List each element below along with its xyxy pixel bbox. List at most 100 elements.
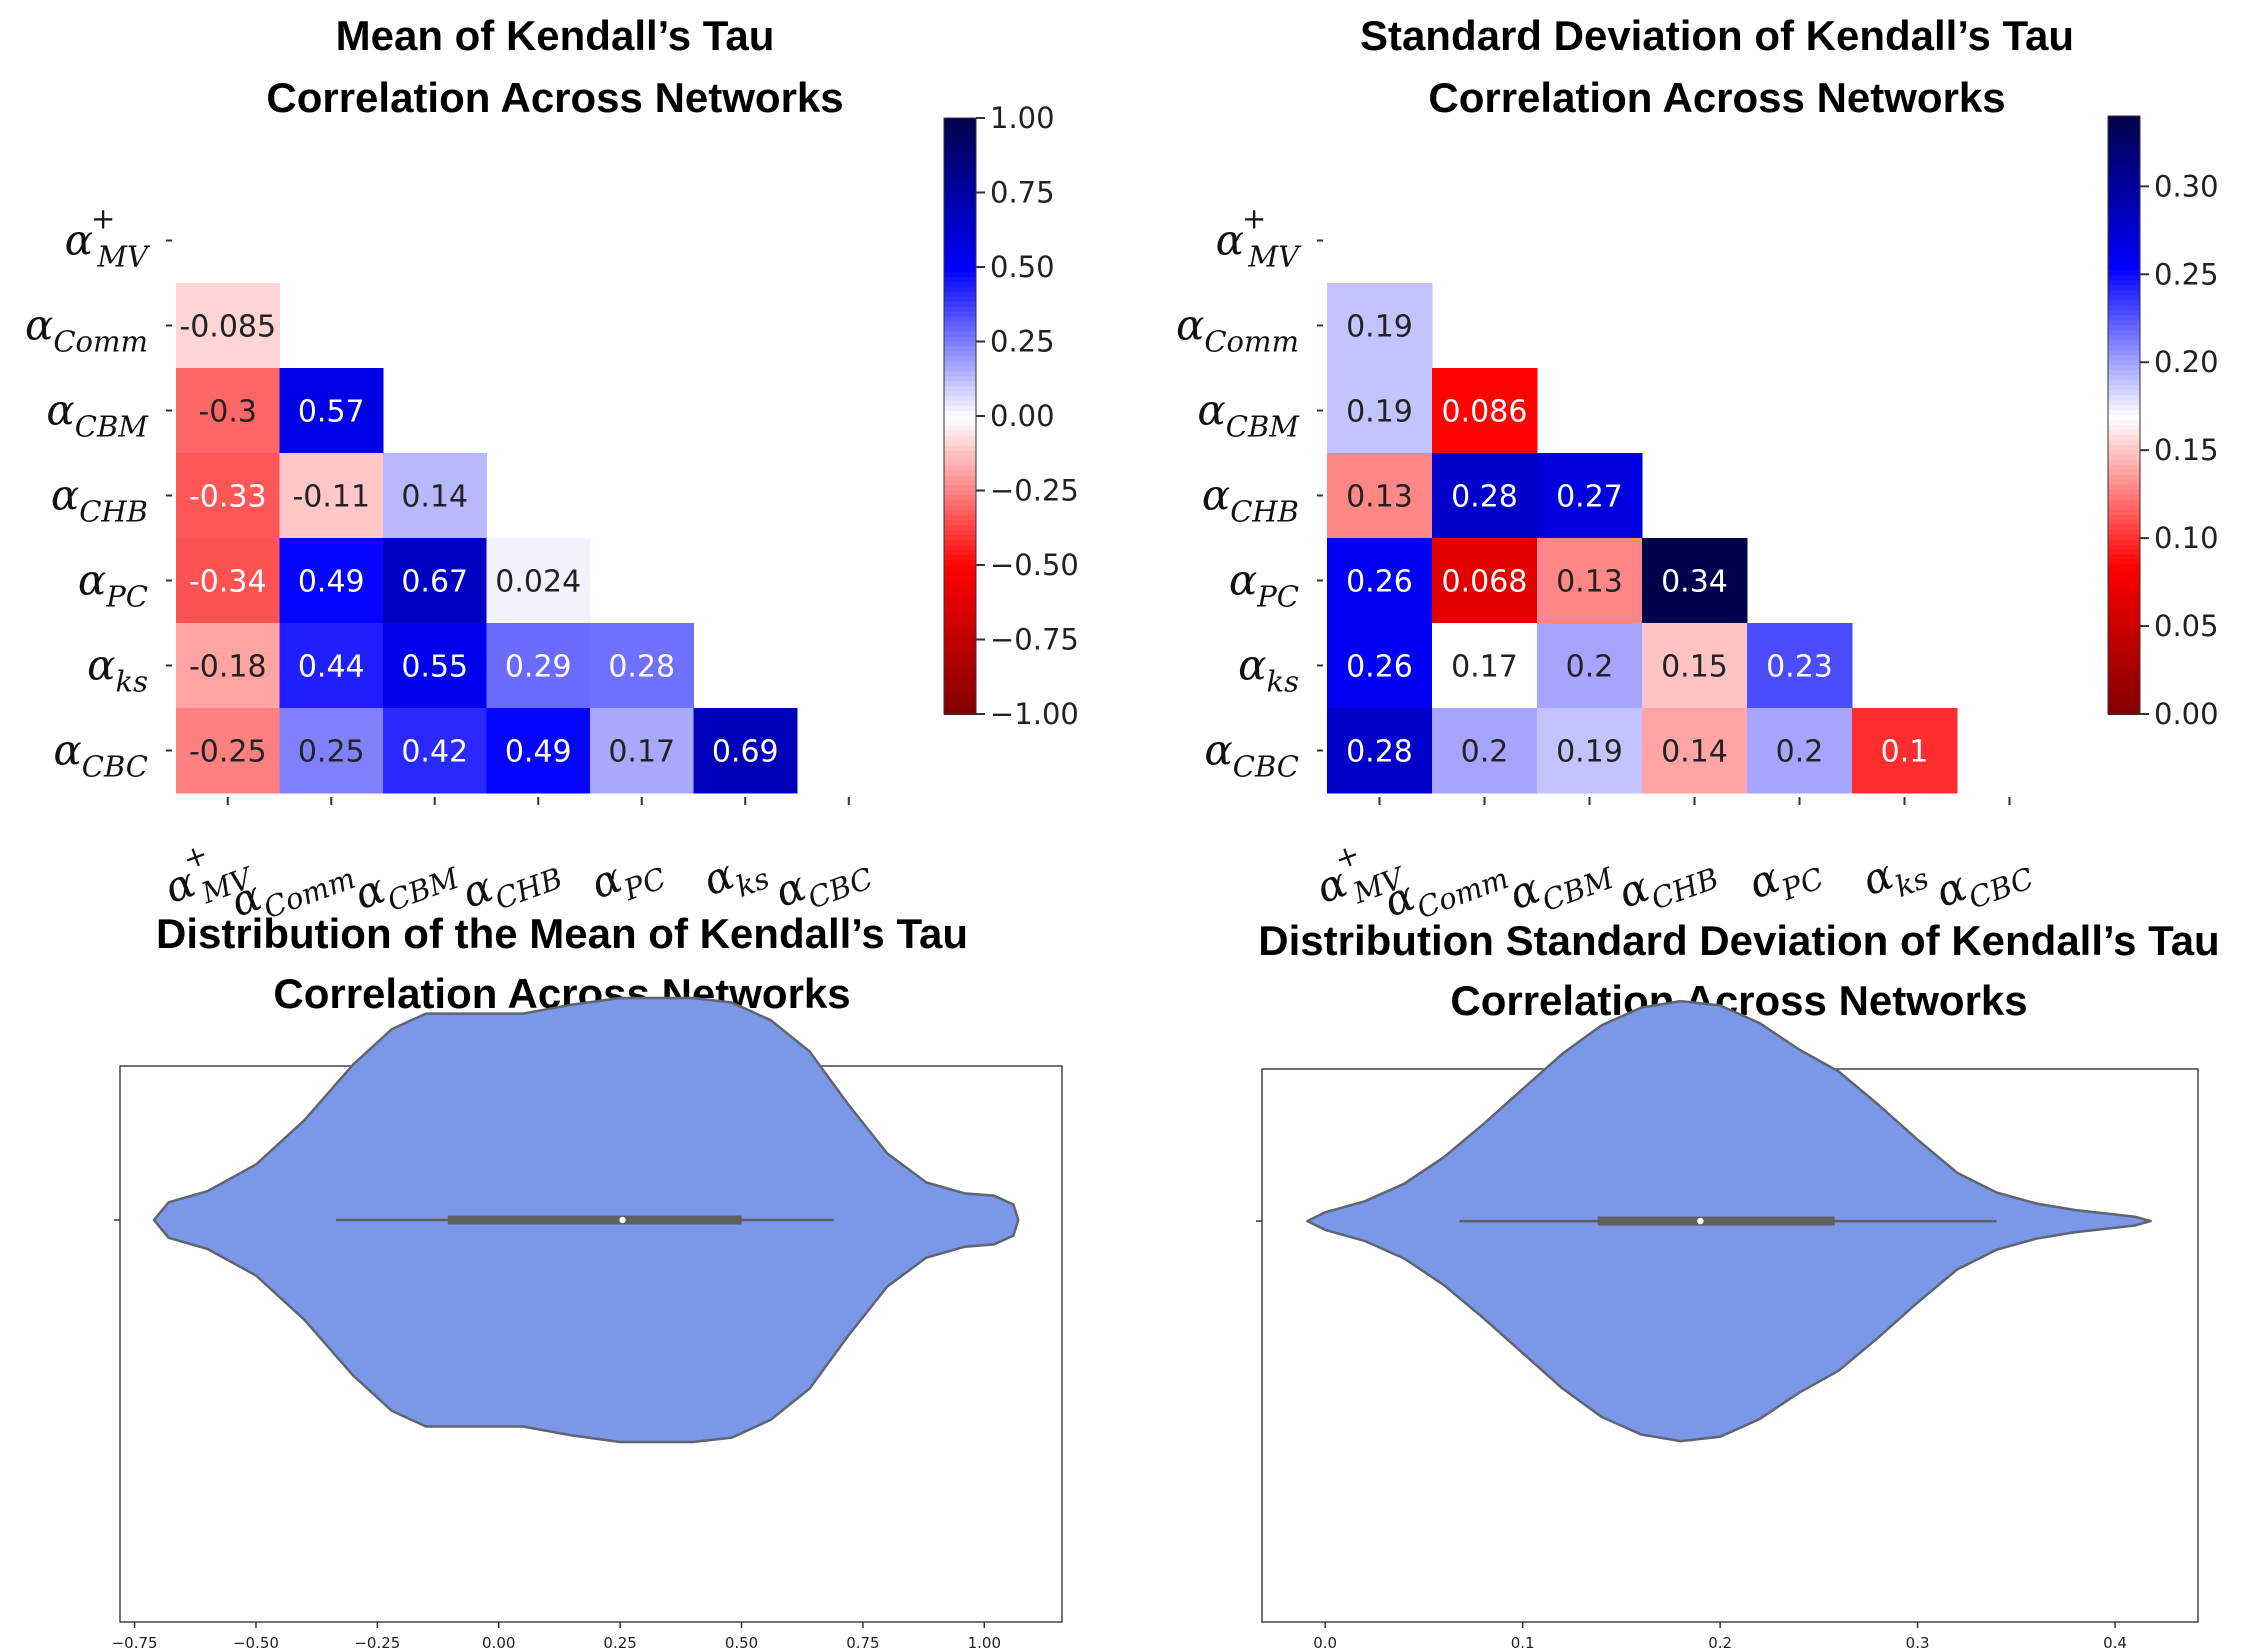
heatmap-1-colorbar-band [2108, 574, 2140, 581]
heatmap-0-cell-label: 0.14 [401, 480, 468, 515]
heatmap-0-colorbar-band [944, 152, 976, 159]
heatmap-1-colorbar-band [2108, 355, 2140, 362]
heatmap-0-colorbar-band [944, 530, 976, 537]
heatmap-1-colorbar-band [2108, 499, 2140, 506]
heatmap-0-colorbar-band [944, 540, 976, 547]
heatmap-1-colorbar-band [2108, 210, 2140, 217]
heatmap-1-colorbar-band [2108, 280, 2140, 287]
violin-2-x-tick-label: 0.50 [725, 1634, 758, 1650]
heatmap-1-colorbar-band [2108, 170, 2140, 177]
heatmap-1-colorbar-band [2108, 524, 2140, 531]
heatmap-1-colorbar-band [2108, 569, 2140, 576]
heatmap-0-colorbar-band [944, 142, 976, 149]
heatmap-0-colorbar-band [944, 132, 976, 139]
heatmap-1-colorbar-band [2108, 469, 2140, 476]
heatmap-1-colorbar-band [2108, 679, 2140, 686]
heatmap-0-colorbar-band [944, 406, 976, 413]
heatmap-1-colorbar-band [2108, 190, 2140, 197]
heatmap-0-colorbar-tick-label: −1.00 [990, 697, 1079, 731]
heatmap-1-col-label-group: αks [1856, 849, 1933, 905]
heatmap-1-colorbar-band [2108, 519, 2140, 526]
heatmap-0-colorbar-band [944, 247, 976, 254]
heatmap-1-colorbar-band [2108, 699, 2140, 706]
heatmap-0-colorbar-band [944, 326, 976, 333]
heatmap-0-cell [383, 623, 487, 709]
heatmap-0-colorbar-band [944, 679, 976, 686]
heatmap-0-colorbar-band [944, 177, 976, 184]
heatmap-0-cell [383, 453, 487, 539]
heatmap-1-colorbar-band [2108, 415, 2140, 421]
heatmap-1-colorbar-band [2108, 619, 2140, 626]
heatmap-1-col-label: αCHB [1612, 838, 1723, 926]
heatmap-1-cell-label: 0.15 [1661, 650, 1728, 685]
heatmap-0-colorbar-band [944, 440, 976, 447]
heatmap-0-colorbar-band [944, 629, 976, 636]
heatmap-0-colorbar-band [944, 281, 976, 288]
heatmap-0-colorbar-band [944, 396, 976, 403]
heatmap-0-colorbar-band [944, 535, 976, 542]
heatmap-1-colorbar-band [2108, 424, 2140, 431]
heatmap-1-colorbar-band [2108, 285, 2140, 292]
heatmap-0-colorbar-band [944, 386, 976, 393]
heatmap-0-col-label-group: αPC [585, 853, 671, 909]
heatmap-0-colorbar-band [944, 356, 976, 363]
heatmap-1-colorbar-tick-label: 0.30 [2154, 169, 2219, 203]
heatmap-0-cell-label: 0.024 [495, 565, 581, 600]
heatmap-1-colorbar-band [2108, 235, 2140, 242]
violin-2-x-tick-label: 0.75 [846, 1634, 879, 1650]
heatmap-1-col-label-group: αCBC [1929, 861, 2038, 917]
heatmap-1-colorbar-band [2108, 290, 2140, 297]
heatmap-0-colorbar-band [944, 550, 976, 557]
heatmap-0-colorbar-band [944, 416, 976, 422]
violin-2-x-tick-label: −0.50 [233, 1634, 279, 1650]
heatmap-0-colorbar-band [944, 604, 976, 611]
violin-3-box [1597, 1216, 1835, 1226]
heatmap-1-colorbar-band [2108, 494, 2140, 501]
heatmap-0-cell [176, 538, 280, 624]
heatmap-0-colorbar-band [944, 311, 976, 318]
heatmap-0-cell-label: -0.25 [189, 735, 267, 770]
heatmap-1-colorbar-band [2108, 639, 2140, 646]
heatmap-1-colorbar-band [2108, 599, 2140, 606]
heatmap-0-colorbar-tick-label: −0.75 [990, 623, 1079, 657]
heatmap-0-colorbar-band [944, 485, 976, 492]
heatmap-1-colorbar-band [2108, 484, 2140, 491]
heatmap-1-colorbar-band [2108, 365, 2140, 372]
heatmap-0-colorbar-band [944, 490, 976, 497]
heatmap-0-colorbar-band [944, 217, 976, 224]
heatmap-0-colorbar-band [944, 500, 976, 507]
heatmap-0-cell-label: 0.42 [401, 735, 468, 770]
heatmap-0-colorbar-band [944, 445, 976, 452]
heatmap-1-colorbar-band [2108, 624, 2140, 631]
heatmap-1-colorbar-band [2108, 419, 2140, 426]
heatmap-0-cell-label: 0.49 [298, 565, 365, 600]
heatmap-1-cell [1537, 453, 1643, 539]
heatmap-sd-title-line-1: Standard Deviation of Kendall’s Tau [1360, 12, 2074, 59]
heatmap-0-colorbar-band [944, 579, 976, 586]
heatmap-0-colorbar-band [944, 689, 976, 696]
heatmap-1-colorbar-band [2108, 140, 2140, 147]
heatmap-1-cell-label: 0.28 [1346, 735, 1413, 770]
heatmap-1-colorbar-band [2108, 270, 2140, 277]
heatmap-0-colorbar-band [944, 709, 976, 715]
heatmap-1-colorbar-band [2108, 534, 2140, 541]
heatmap-1-colorbar-tick-label: 0.10 [2154, 521, 2219, 555]
heatmap-0-colorbar-band [944, 316, 976, 323]
heatmap-0-colorbar-tick-label: −0.50 [990, 548, 1079, 582]
heatmap-1-cell-label: 0.13 [1346, 480, 1413, 515]
heatmap-1-cell-label: 0.17 [1451, 650, 1518, 685]
heatmap-0-cell-label: 0.55 [401, 650, 468, 685]
heatmap-1-colorbar-band [2108, 444, 2140, 451]
heatmap-1-colorbar-band [2108, 295, 2140, 302]
heatmap-1-colorbar-band [2108, 240, 2140, 247]
heatmap-0-colorbar-band [944, 162, 976, 169]
heatmap-0-cell [383, 708, 487, 794]
heatmap-0-colorbar-band [944, 450, 976, 457]
heatmap-1-colorbar-band [2108, 180, 2140, 187]
heatmap-0-colorbar-band [944, 525, 976, 532]
heatmap-0-colorbar-band [944, 192, 976, 199]
heatmap-1-colorbar-band [2108, 165, 2140, 172]
heatmap-0-colorbar-band [944, 505, 976, 512]
violin-mean-title-line-1: Distribution of the Mean of Kendall’s Ta… [156, 910, 968, 957]
violin-2-x-tick-label: −0.25 [354, 1634, 400, 1650]
